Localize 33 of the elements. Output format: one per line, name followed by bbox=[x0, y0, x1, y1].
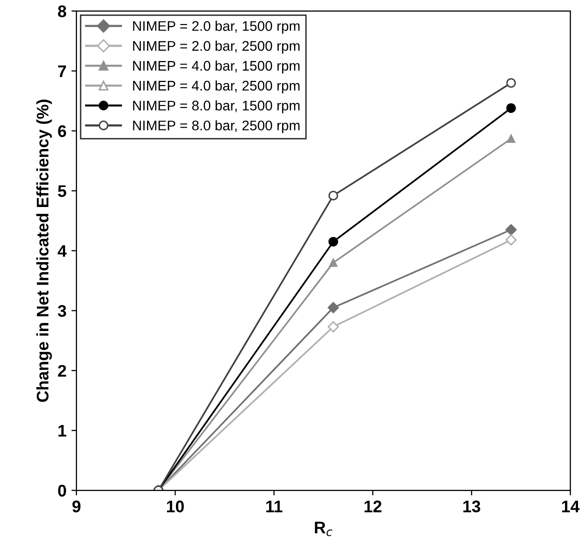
x-axis-title: R$_{c}$ bbox=[314, 522, 332, 536]
y-tick-label: 6 bbox=[58, 125, 66, 138]
y-tick-label: 4 bbox=[58, 245, 67, 257]
x-tick-label: 10 bbox=[167, 500, 184, 512]
x-tick-label: 14 bbox=[562, 500, 580, 512]
point bbox=[506, 78, 516, 88]
y-tick-label: 8 bbox=[58, 5, 66, 18]
point bbox=[328, 236, 338, 247]
x-tick-label: 12 bbox=[364, 500, 382, 512]
legend-label: NIMEP = 4.0 bar, 2500 rpm bbox=[133, 80, 300, 94]
y-tick-label: 0 bbox=[58, 484, 66, 497]
legend-label: NIMEP = 8.0 bar, 1500 rpm bbox=[133, 100, 300, 114]
point bbox=[328, 321, 339, 332]
point bbox=[505, 224, 517, 236]
legend-label: NIMEP = 2.0 bar, 2500 rpm bbox=[133, 40, 300, 54]
y-tick-label: 7 bbox=[58, 66, 66, 77]
point bbox=[328, 302, 339, 314]
point bbox=[505, 234, 517, 246]
point bbox=[506, 103, 516, 113]
y-axis-title: Change in Net Indicated Efficiency (%) bbox=[36, 100, 52, 402]
x-tick-label: 9 bbox=[72, 500, 80, 512]
legend-label: NIMEP = 2.0 bar, 1500 rpm bbox=[133, 20, 300, 34]
legend-label: NIMEP = 4.0 bar, 1500 rpm bbox=[133, 60, 300, 74]
y-tick-label: 1 bbox=[58, 425, 66, 437]
y-tick-label: 3 bbox=[58, 305, 66, 317]
point bbox=[328, 190, 338, 200]
y-tick-label: 5 bbox=[58, 185, 66, 197]
x-tick-label: 13 bbox=[463, 500, 480, 512]
x-tick-label: 11 bbox=[266, 500, 282, 512]
y-tick-label: 2 bbox=[58, 364, 66, 377]
legend-label: NIMEP = 8.0 bar, 2500 rpm bbox=[133, 120, 300, 134]
point bbox=[329, 258, 338, 267]
point bbox=[506, 134, 516, 143]
